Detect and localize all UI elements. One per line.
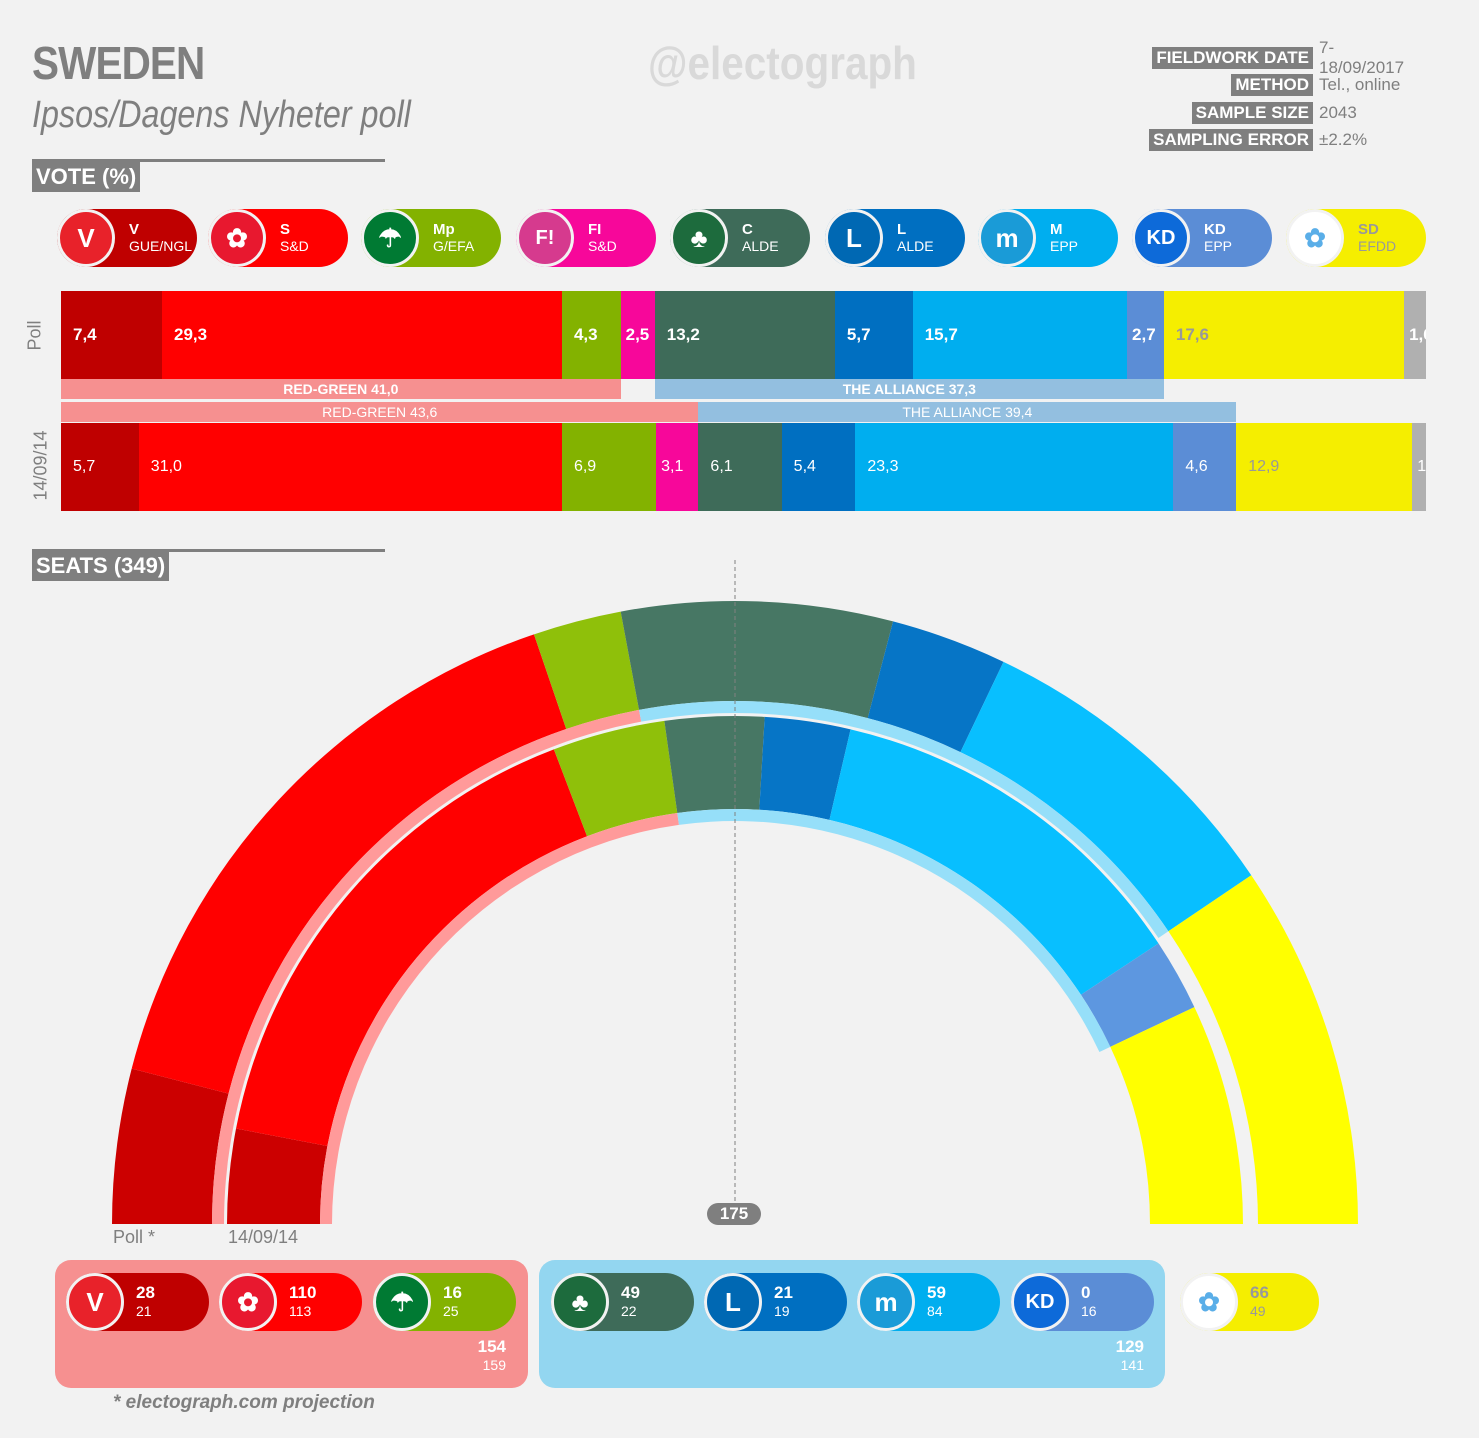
seats-section-label: SEATS (349) <box>32 551 170 581</box>
vote-segment-fi: 3,1 <box>656 423 699 511</box>
section-divider <box>32 549 385 552</box>
party-logo-icon: ✿ <box>1286 209 1344 267</box>
party-logo-icon: m <box>857 1273 915 1331</box>
meta-fieldwork-date: FIELDWORK DATE 7-18/09/2017 <box>1099 38 1419 77</box>
party-logo-icon: KD <box>1011 1273 1069 1331</box>
vote-segment-l: 5,4 <box>781 423 856 511</box>
legend-party-l: L L ALDE <box>825 209 965 267</box>
seat-card-c: ♣ 49 22 <box>551 1273 694 1331</box>
hemicycle-label-poll: Poll * <box>113 1227 156 1247</box>
party-logo-icon: F! <box>516 209 574 267</box>
seat-arc-sd <box>1168 875 1358 1224</box>
seat-card-m: m 59 84 <box>857 1273 1000 1331</box>
party-logo-icon: V <box>66 1273 124 1331</box>
party-logo-icon: ♣ <box>670 209 728 267</box>
alliance-2014-total: THE ALLIANCE 39,4 <box>698 402 1237 422</box>
party-logo-icon: ✿ <box>1180 1273 1238 1331</box>
party-logo-icon: ✿ <box>208 209 266 267</box>
party-logo-icon: m <box>978 209 1036 267</box>
party-logo-icon: L <box>825 209 883 267</box>
vote-segment-s: 29,3 <box>162 291 562 379</box>
section-divider <box>32 159 385 162</box>
party-logo-icon: ☂ <box>361 209 419 267</box>
red-green-poll-total: RED-GREEN 41,0 <box>61 379 621 399</box>
party-logo-icon: V <box>57 209 115 267</box>
red-green-strip <box>320 813 679 1224</box>
vote-segment-s: 31,0 <box>138 423 562 511</box>
vote-segment-sd: 17,6 <box>1163 291 1405 379</box>
seat-arc-c <box>664 716 765 814</box>
vote-segment-mp: 6,9 <box>561 423 657 511</box>
seat-arc-m <box>829 729 1159 995</box>
legend-party-kd: KD KD EPP <box>1132 209 1272 267</box>
vote-segment-v: 5,7 <box>61 423 139 511</box>
seat-arc-sd <box>1110 1007 1243 1224</box>
seat-arc-s <box>131 634 567 1094</box>
seat-arc-mp <box>553 720 678 837</box>
vote-segment-others: 1,0 <box>1412 423 1426 511</box>
legend-party-v: V V GUE/NGL <box>57 209 197 267</box>
red-green-seat-total: 154 159 <box>477 1337 506 1374</box>
seat-card-kd: KD 0 16 <box>1011 1273 1154 1331</box>
seat-arc-s <box>236 749 588 1147</box>
legend-party-mp: ☂ Mp G/EFA <box>361 209 501 267</box>
seat-arc-c <box>620 601 894 719</box>
footnote: * electograph.com projection <box>113 1392 375 1413</box>
party-logo-icon: ☂ <box>373 1273 431 1331</box>
vote-segment-mp: 4,3 <box>561 291 621 379</box>
party-logo-icon: L <box>704 1273 762 1331</box>
alliance-strip <box>677 808 1111 1052</box>
red-green-strip <box>212 709 642 1224</box>
vote-segment-c: 6,1 <box>698 423 782 511</box>
majority-badge: 175 <box>707 1203 761 1225</box>
alliance-seat-total: 129 141 <box>1115 1337 1144 1374</box>
party-logo-icon: KD <box>1132 209 1190 267</box>
legend-party-s: ✿ S S&D <box>208 209 348 267</box>
page-title: SWEDEN <box>32 37 205 89</box>
party-logo-icon: ♣ <box>551 1273 609 1331</box>
vote-segment-l: 5,7 <box>834 291 913 379</box>
poll-vote-bar: 7,429,34,32,513,25,715,72,717,61,6 <box>61 291 1426 379</box>
seat-card-v: V 28 21 <box>66 1273 209 1331</box>
vote-segment-sd: 12,9 <box>1236 423 1413 511</box>
seat-arc-v <box>227 1128 328 1224</box>
meta-method: METHOD Tel., online <box>1099 72 1419 100</box>
vote-segment-c: 13,2 <box>654 291 835 379</box>
poll-metadata: FIELDWORK DATE 7-18/09/2017 METHOD Tel., o… <box>1099 38 1419 155</box>
meta-sample-size: SAMPLE SIZE 2043 <box>1099 99 1419 127</box>
vote-segment-m: 23,3 <box>855 423 1174 511</box>
brand-watermark: @electograph <box>648 37 917 89</box>
legend-party-fi: F! FI S&D <box>516 209 656 267</box>
vote-segment-others: 1,6 <box>1404 291 1426 379</box>
vote-segment-fi: 2,5 <box>620 291 655 379</box>
seat-arc-l <box>759 716 851 820</box>
seat-card-mp: ☂ 16 25 <box>373 1273 516 1331</box>
vote-segment-kd: 4,6 <box>1173 423 1237 511</box>
seat-card-l: L 21 19 <box>704 1273 847 1331</box>
seat-card-sd: ✿ 66 49 <box>1180 1273 1319 1331</box>
meta-sampling-error: SAMPLING ERROR ±2.2% <box>1099 127 1419 155</box>
legend-party-c: ♣ C ALDE <box>670 209 810 267</box>
vote-segment-m: 15,7 <box>912 291 1128 379</box>
party-logo-icon: ✿ <box>219 1273 277 1331</box>
seat-arc-kd <box>1080 943 1195 1047</box>
vote-segment-v: 7,4 <box>61 291 162 379</box>
election-2014-vote-bar: 5,731,06,93,16,15,423,34,612,91,0 <box>61 423 1426 511</box>
alliance-poll-total: THE ALLIANCE 37,3 <box>654 379 1164 399</box>
alliance-strip <box>639 700 1169 938</box>
poll-subtitle: Ipsos/Dagens Nyheter poll <box>32 94 411 136</box>
legend-party-m: m M EPP <box>978 209 1118 267</box>
seat-arc-l <box>867 621 1004 753</box>
vote-segment-kd: 2,7 <box>1127 291 1164 379</box>
red-green-2014-total: RED-GREEN 43,6 <box>61 402 699 422</box>
seat-card-s: ✿ 110 113 <box>219 1273 362 1331</box>
legend-party-sd: ✿ SD EFDD <box>1286 209 1426 267</box>
hemicycle-label-2014: 14/09/14 <box>228 1227 299 1247</box>
seat-arc-v <box>112 1068 229 1224</box>
vote-section-label: VOTE (%) <box>32 162 141 192</box>
seat-arc-mp <box>533 611 640 729</box>
seat-arc-m <box>960 661 1252 932</box>
